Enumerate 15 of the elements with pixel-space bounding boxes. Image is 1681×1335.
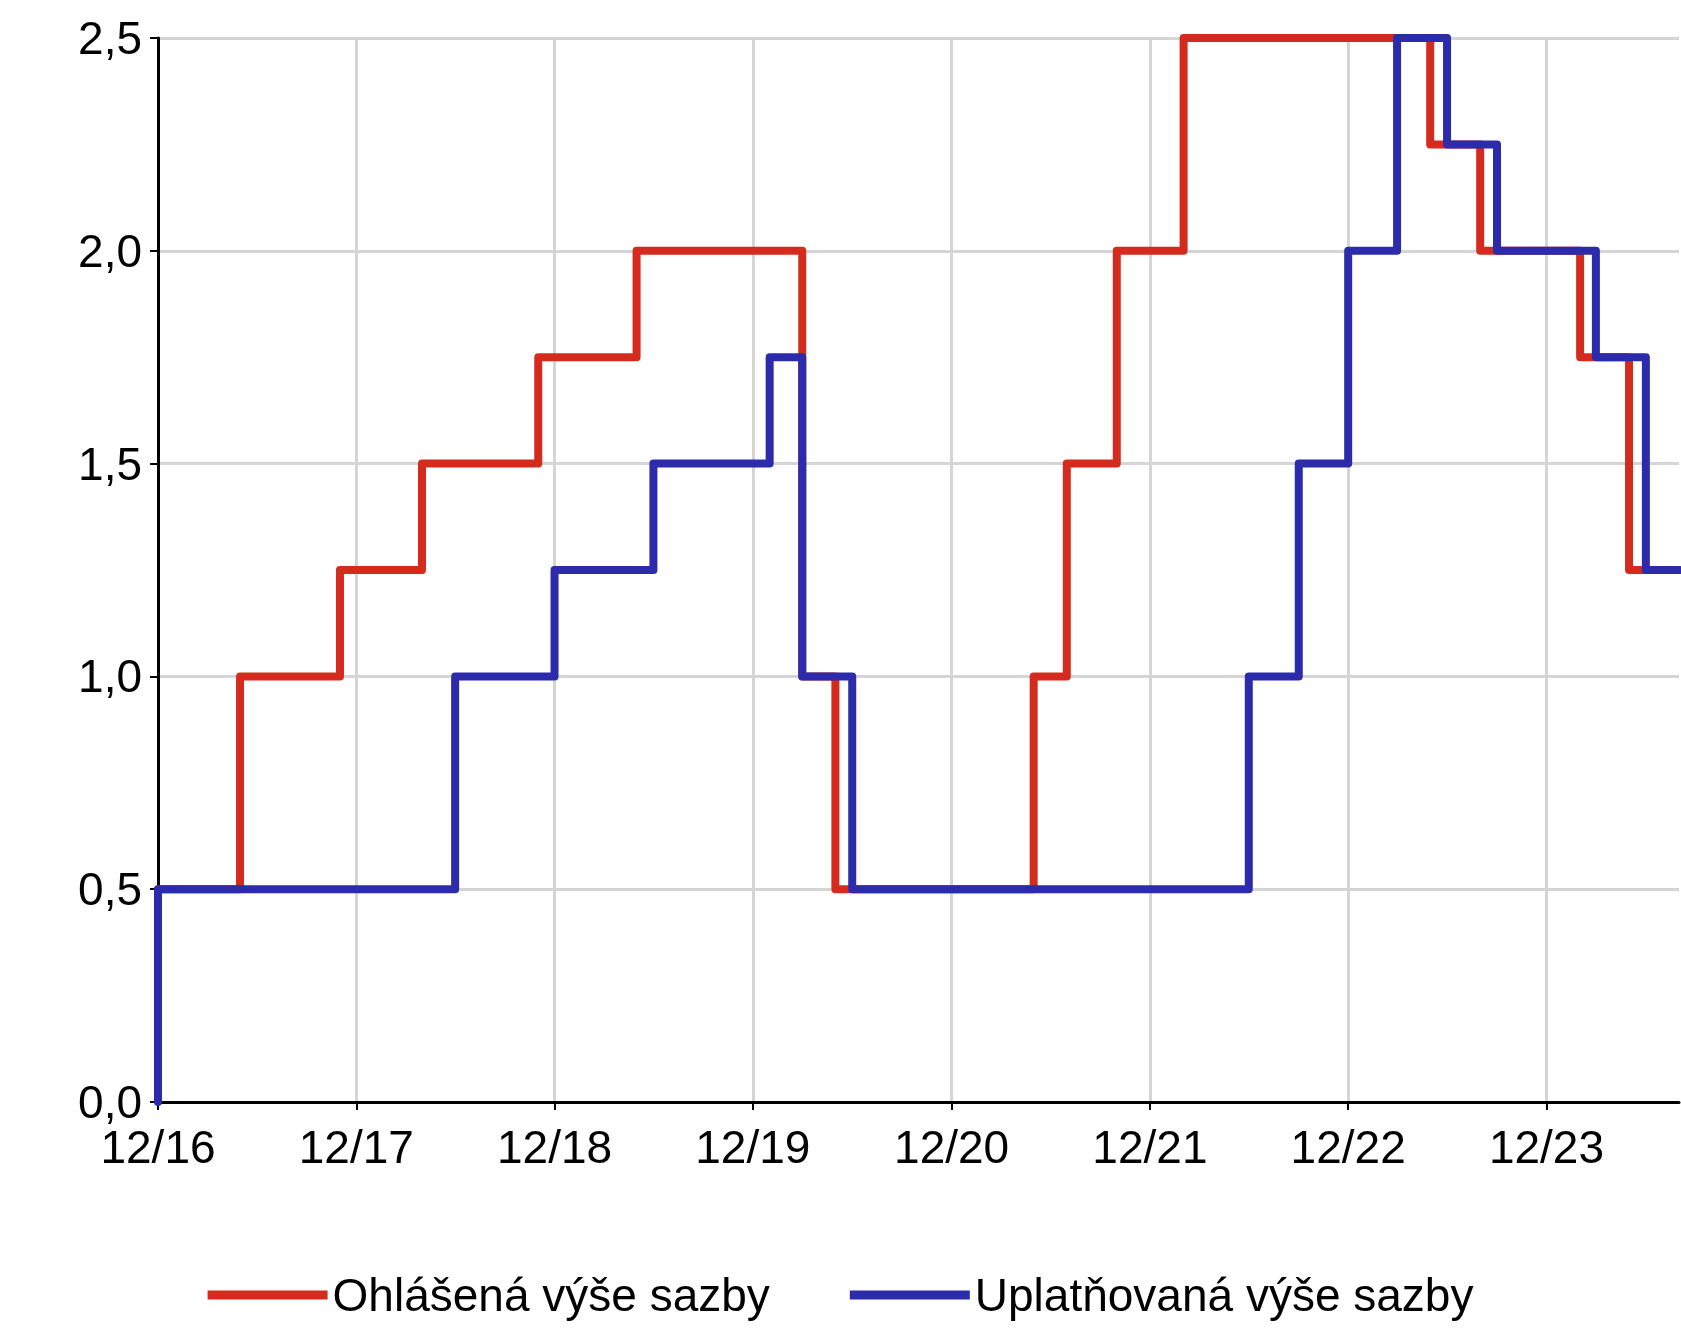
y-tick-label: 1,0 [78,650,142,703]
y-tick-label: 2,5 [78,12,142,64]
x-tick-label: 12/19 [695,1121,811,1173]
x-tick-label: 12/23 [1488,1121,1605,1173]
x-tick-label: 12/22 [1290,1121,1406,1173]
x-tick-label: 12/18 [496,1121,613,1173]
x-tick-label: 12/17 [298,1121,414,1173]
legend-label: Uplatňovaná výše sazby [974,1269,1474,1321]
y-tick-label: 1,5 [78,437,142,490]
y-tick-label: 2,0 [78,224,142,277]
legend-label: Ohlášená výše sazby [332,1269,770,1321]
y-tick-label: 0,0 [78,1076,142,1128]
x-tick-label: 12/20 [894,1121,1010,1173]
y-tick-label: 0,5 [78,863,142,916]
x-tick-label: 12/21 [1092,1121,1208,1173]
